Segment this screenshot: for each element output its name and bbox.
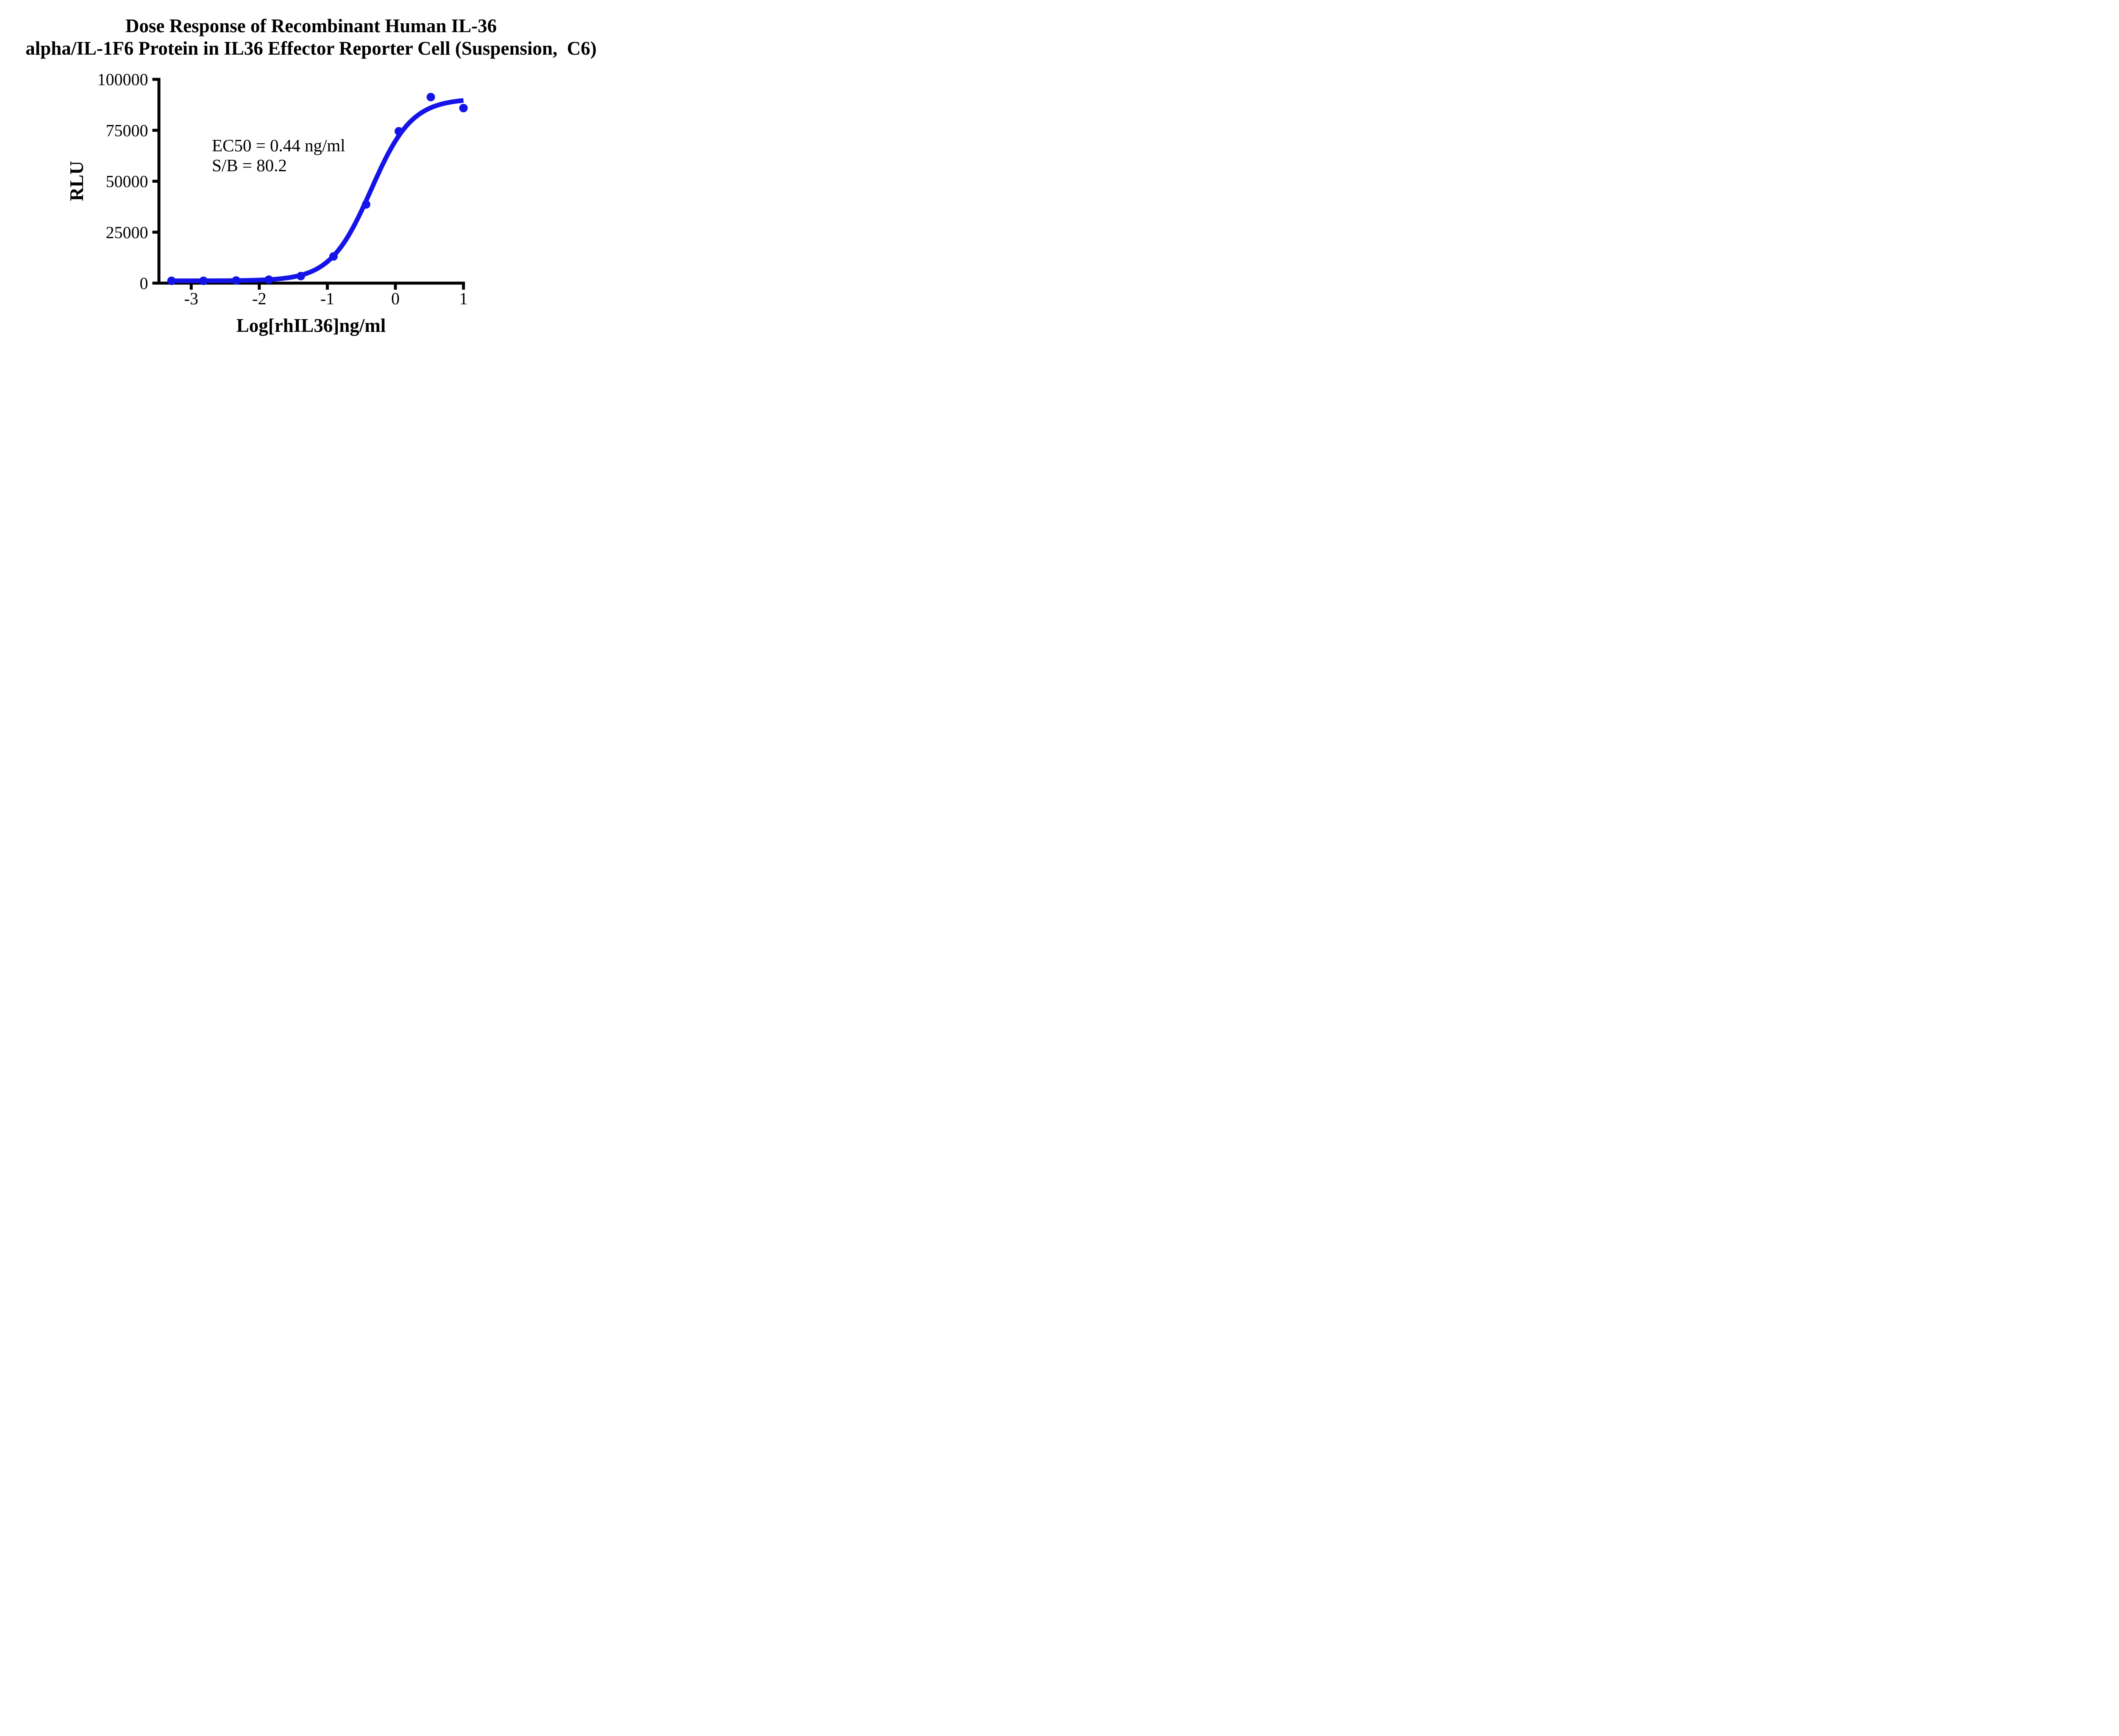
data-point bbox=[362, 200, 370, 209]
y-tick-label: 100000 bbox=[97, 70, 148, 89]
x-tick-label: -2 bbox=[252, 289, 266, 308]
dose-response-figure: Dose Response of Recombinant Human IL-36… bbox=[0, 0, 617, 347]
data-points bbox=[167, 93, 468, 285]
chart-canvas: Dose Response of Recombinant Human IL-36… bbox=[25, 15, 597, 336]
data-point bbox=[426, 93, 435, 101]
annotation-sb: S/B = 80.2 bbox=[212, 156, 287, 175]
x-tick-label: 0 bbox=[391, 289, 400, 308]
data-point bbox=[296, 272, 305, 281]
y-tick-label: 50000 bbox=[106, 172, 148, 191]
x-tick-label: -1 bbox=[320, 289, 334, 308]
data-point bbox=[395, 127, 403, 136]
data-point bbox=[264, 275, 273, 284]
x-tick-label: -3 bbox=[184, 289, 198, 308]
data-point bbox=[459, 104, 468, 112]
data-point bbox=[232, 276, 241, 285]
annotation-ec50: EC50 = 0.44 ng/ml bbox=[212, 136, 345, 155]
axes: 0 25000 50000 75000 100000 -3 -2 -1 0 1 bbox=[97, 70, 468, 308]
y-tick-label: 75000 bbox=[106, 121, 148, 140]
axis-frame bbox=[157, 78, 465, 285]
data-point bbox=[329, 252, 338, 261]
data-point bbox=[167, 276, 176, 285]
data-point bbox=[199, 276, 208, 285]
chart-title-line2: alpha/IL-1F6 Protein in IL36 Effector Re… bbox=[25, 38, 597, 59]
y-tick-label: 0 bbox=[140, 274, 148, 293]
y-tick-label: 25000 bbox=[106, 223, 148, 242]
y-axis-title: RLU bbox=[66, 161, 87, 201]
chart-title-line1: Dose Response of Recombinant Human IL-36 bbox=[125, 15, 497, 36]
dose-response-curve bbox=[170, 98, 464, 283]
x-axis-title: Log[rhIL36]ng/ml bbox=[236, 315, 386, 336]
x-tick-label: 1 bbox=[459, 289, 468, 308]
